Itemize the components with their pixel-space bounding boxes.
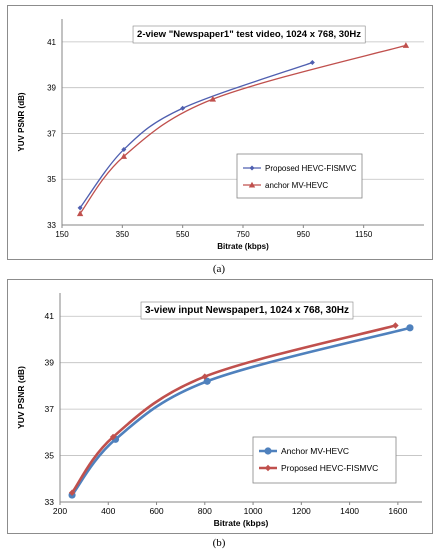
y-tick-label: 37 xyxy=(45,404,55,414)
y-tick-label: 33 xyxy=(47,221,56,230)
plot-area: 33 35 37 39 41 150 350 550 750 950 1150 xyxy=(47,19,424,239)
x-tick-label: 750 xyxy=(236,230,250,239)
series-line xyxy=(79,61,313,209)
x-tick-label: 950 xyxy=(297,230,311,239)
legend-label: Anchor MV-HEVC xyxy=(281,446,349,456)
x-tick-label: 150 xyxy=(55,230,69,239)
x-tick-label: 600 xyxy=(149,506,163,516)
y-tick-label: 35 xyxy=(45,451,55,461)
legend-swatch-marker xyxy=(249,165,255,171)
legend: Anchor MV-HEVC Proposed HEVC-FISMVC xyxy=(252,436,397,484)
x-tick-label: 400 xyxy=(101,506,115,516)
x-tick-label: 1200 xyxy=(292,506,311,516)
x-axis-label: Bitrate (kbps) xyxy=(214,518,269,528)
y-tick-label: 37 xyxy=(47,129,56,138)
legend-swatch-marker xyxy=(264,464,272,472)
chart-title-box xyxy=(140,301,354,320)
caption-a: (a) xyxy=(212,263,226,275)
plot-area: 33 35 37 39 41 200 400 600 800 1000 1200 1400 1600 xyxy=(45,293,422,516)
data-point xyxy=(203,377,211,385)
legend-swatch-marker xyxy=(248,181,256,188)
chart-panel-a: 33 35 37 39 41 150 350 550 750 950 1150 Bitrate (kb… xyxy=(7,5,433,260)
series-line xyxy=(79,44,407,214)
chart-title-box xyxy=(132,25,366,44)
chart-title-group: 3-view input Newspaper1, 1024 x 768, 30H… xyxy=(140,301,354,320)
legend-label: Proposed HEVC-FISMVC xyxy=(281,463,378,473)
data-point xyxy=(121,146,127,152)
y-tick-label: 41 xyxy=(47,38,56,47)
y-tick-label: 33 xyxy=(45,497,55,507)
data-point xyxy=(68,489,76,496)
x-tick-label: 800 xyxy=(198,506,212,516)
data-point xyxy=(109,433,117,441)
data-point xyxy=(180,105,186,111)
data-point xyxy=(406,324,414,332)
data-point xyxy=(392,322,399,329)
data-point xyxy=(309,59,315,65)
caption-b: (b) xyxy=(212,537,226,549)
legend-box xyxy=(236,153,363,199)
data-point xyxy=(201,373,208,380)
y-axis-label: YUV PSNR (dB) xyxy=(16,366,26,429)
data-point xyxy=(76,210,84,217)
chart-title-group: 2-view "Newspaper1" test video, 1024 x 7… xyxy=(132,25,366,44)
data-point xyxy=(77,205,83,211)
series-line xyxy=(71,326,411,496)
y-tick-label: 39 xyxy=(45,358,55,368)
series-1 xyxy=(68,322,399,496)
legend-label: anchor MV-HEVC xyxy=(265,181,328,190)
legend-swatch-marker xyxy=(264,447,272,455)
chart-a: 33 35 37 39 41 150 350 550 750 950 1150 Bitrate (kb… xyxy=(17,19,424,251)
x-tick-label: 1150 xyxy=(355,230,373,239)
y-tick-label: 35 xyxy=(47,175,56,184)
x-tick-label: 350 xyxy=(116,230,130,239)
series-0 xyxy=(77,59,315,211)
legend-box xyxy=(252,436,397,484)
x-tick-label: 1400 xyxy=(340,506,359,516)
series-1 xyxy=(76,42,410,217)
chart-title: 2-view "Newspaper1" test video, 1024 x 7… xyxy=(137,29,361,40)
x-axis-label: Bitrate (kbps) xyxy=(217,242,269,251)
series-line xyxy=(71,324,396,494)
y-axis-label: YUV PSNR (dB) xyxy=(17,92,26,151)
x-tick-label: 1000 xyxy=(244,506,263,516)
data-point xyxy=(209,95,217,102)
x-tick-label: 200 xyxy=(53,506,67,516)
y-tick-label: 41 xyxy=(45,311,55,321)
data-point xyxy=(402,42,410,48)
y-tick-label: 39 xyxy=(47,84,56,93)
chart-panel-b: 33 35 37 39 41 200 400 600 800 1000 1200 1400 1600 Bi… xyxy=(7,279,433,534)
legend-label: Proposed HEVC-FISMVC xyxy=(265,164,357,173)
data-point xyxy=(120,153,128,159)
x-tick-label: 550 xyxy=(176,230,190,239)
chart-title: 3-view input Newspaper1, 1024 x 768, 30H… xyxy=(145,305,349,316)
x-tick-label: 1600 xyxy=(388,506,407,516)
chart-b: 33 35 37 39 41 200 400 600 800 1000 1200 1400 1600 Bi… xyxy=(16,293,422,528)
legend: Proposed HEVC-FISMVC anchor MV-HEVC xyxy=(236,153,363,199)
